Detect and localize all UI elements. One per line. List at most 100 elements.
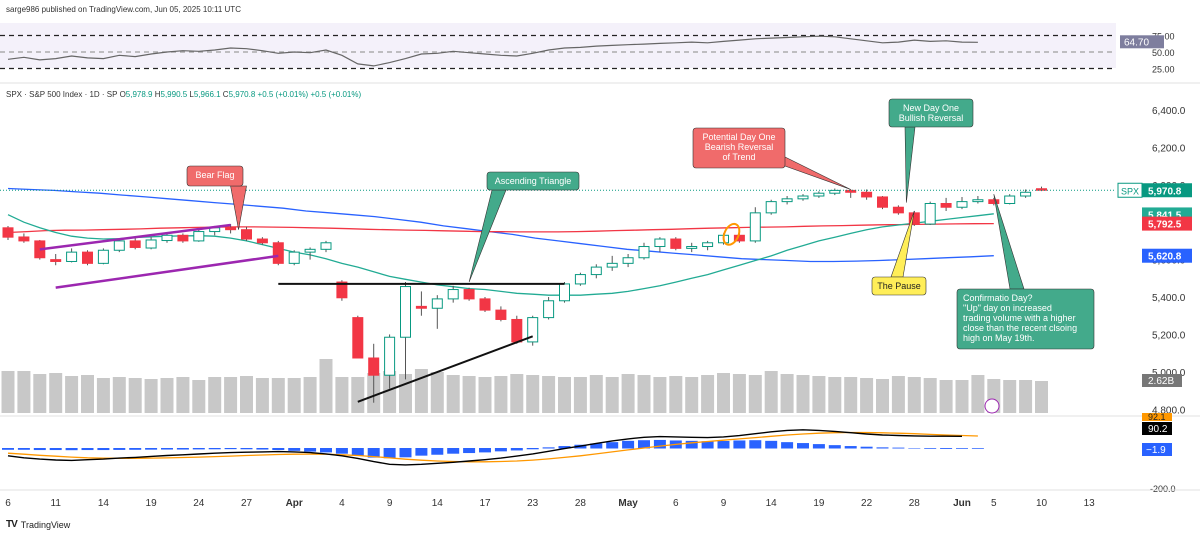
x-tick-label: 27 (241, 498, 253, 509)
x-tick-label: May (618, 498, 638, 509)
rsi-current-label: 64.70 (1124, 37, 1149, 48)
macd-label: 90.2 (1148, 424, 1168, 435)
rsi-current-badge (1120, 35, 1164, 49)
volume-bar (605, 377, 619, 413)
volume-bar (1035, 381, 1048, 413)
macd-histogram-bar (113, 448, 126, 450)
volume-bar (112, 377, 126, 413)
candle-body (384, 336, 396, 376)
macd-histogram-bar (129, 448, 142, 450)
candle-body (527, 317, 539, 343)
candle (956, 196, 968, 210)
candle-body (829, 189, 841, 194)
candle (892, 205, 904, 215)
lightning-icon (984, 398, 1000, 414)
candle-body (574, 274, 586, 285)
volume-bar (939, 380, 953, 413)
volume-bar (860, 378, 874, 413)
candle (97, 248, 109, 265)
macd-histogram-bar (145, 448, 158, 450)
candle-body (877, 196, 888, 208)
candle (638, 242, 650, 260)
candle (113, 239, 125, 253)
volume-bar (907, 377, 921, 413)
x-tick-label: 9 (387, 498, 393, 509)
macd-histogram-bar (828, 445, 841, 449)
candle-body (765, 201, 777, 214)
macd-histogram-bar (701, 441, 714, 449)
y-tick-label: 5,400.0 (1152, 293, 1186, 304)
bullish-reversal-callout-box (888, 98, 974, 128)
volume-bar (685, 377, 699, 413)
ma-mid-line (7, 222, 994, 234)
volume-bar (780, 374, 794, 413)
candle (829, 188, 841, 196)
macd-histogram-bar (908, 448, 921, 449)
confirmation-callout-box (956, 288, 1095, 350)
volume-bar (1019, 380, 1033, 413)
macd-histogram-bar (320, 448, 332, 453)
candle-body (686, 246, 698, 249)
volume-bar (891, 376, 905, 413)
volume-bar (65, 376, 79, 413)
candle-body (702, 242, 714, 248)
macd-histogram-bar (304, 448, 317, 452)
spx-tag-label: SPX (1121, 186, 1139, 196)
x-tick-label: 24 (193, 498, 205, 509)
candle-body (177, 234, 189, 242)
volume-bar (701, 375, 715, 413)
volume-badge (1142, 374, 1182, 387)
macd-signal-label: 92.1 (1148, 412, 1166, 422)
confirmation-callout-text: Confirmatio Day? (963, 293, 1033, 303)
macd-histogram-bar (860, 446, 873, 449)
candle-body (272, 242, 284, 264)
macd-histogram-bar (526, 448, 539, 450)
volume-bar (796, 375, 810, 413)
candle (193, 229, 205, 242)
candle-body (924, 202, 936, 225)
x-tick-label: 4 (339, 498, 345, 509)
candle (447, 285, 459, 303)
bullish-reversal-callout-text: New Day One (903, 103, 959, 113)
macd-histogram-bar (940, 448, 953, 449)
macd-badge (1142, 422, 1172, 435)
candle (606, 255, 618, 271)
volume-bar (176, 377, 190, 413)
volume-bar (287, 378, 301, 413)
candle (924, 201, 936, 226)
x-tick-label: 22 (861, 498, 873, 509)
candle (670, 237, 682, 251)
macd-histogram-bar (415, 448, 428, 456)
y-tick-label: 5,000.0 (1152, 368, 1186, 379)
tradingview-logo[interactable]: TV TradingView (6, 519, 70, 530)
candle-body (352, 317, 364, 359)
candle-body (654, 238, 666, 248)
volume-bar (510, 374, 524, 413)
candle (479, 297, 491, 312)
bear-flag-callout: Bear Flag (186, 165, 247, 230)
macd-histogram-bar (653, 439, 666, 449)
publisher-text: sarge986 published on TradingView.com, J… (6, 5, 241, 14)
volume-bar (49, 373, 63, 413)
macd-histogram-bar (176, 448, 189, 450)
x-tick-label: 14 (766, 498, 778, 509)
candle (749, 207, 761, 243)
candle-body (50, 259, 62, 262)
price-label-text: 5,970.8 (1148, 186, 1182, 197)
ohlc-c: C5,970.8 (220, 90, 256, 99)
volume-bar (160, 378, 174, 413)
volume-bar (335, 377, 349, 413)
ascending-triangle-callout-pointer (468, 189, 507, 283)
macd-histogram-bar (431, 448, 444, 455)
macd-histogram-bar (717, 440, 730, 449)
candle-body (479, 298, 491, 311)
candle (590, 264, 602, 279)
macd-histogram-bar (256, 448, 269, 450)
macd-histogram-bar (606, 442, 619, 449)
candle (288, 250, 300, 266)
volume-bar (303, 377, 317, 413)
rsi-level-label: 25.00 (1152, 65, 1175, 75)
macd-histogram-bar (272, 448, 285, 451)
volume-bar (542, 376, 556, 413)
